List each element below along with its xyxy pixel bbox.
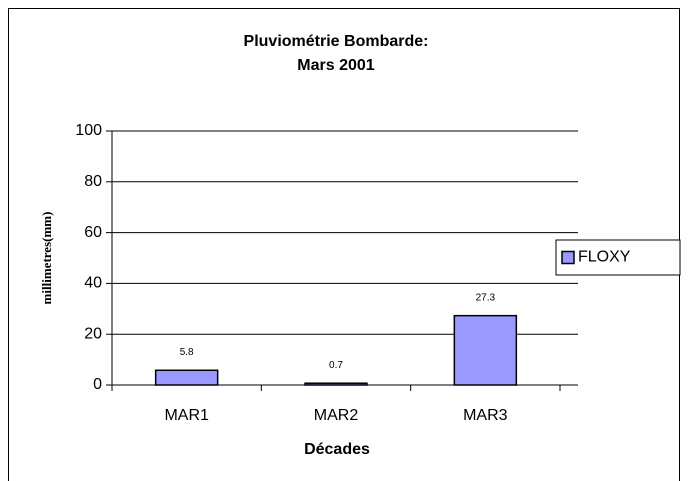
legend-box [555,239,681,276]
legend-label: FLOXY [578,249,631,266]
y-tick-label: 40 [84,275,102,292]
y-tick-label: 20 [84,325,102,342]
x-tick-label: MAR2 [314,407,359,424]
x-tick-label: MAR1 [164,407,209,424]
value-label: 0.7 [329,360,343,371]
chart-title: Pluviométrie Bombarde: [244,33,429,50]
bar [304,382,368,386]
x-axis-label: Décades [304,441,370,458]
value-label: 5.8 [180,347,194,358]
legend-swatch [561,250,575,265]
y-axis-label: millimetres(mm) [39,212,54,305]
y-tick-label: 80 [84,173,102,190]
bar [154,369,219,386]
y-tick-label: 100 [75,122,102,139]
bar [453,314,518,386]
chart-subtitle: Mars 2001 [297,57,374,74]
y-tick-label: 0 [93,376,102,393]
value-label: 27.3 [476,292,496,303]
x-tick-label: MAR3 [463,407,508,424]
y-tick-label: 60 [84,224,102,241]
